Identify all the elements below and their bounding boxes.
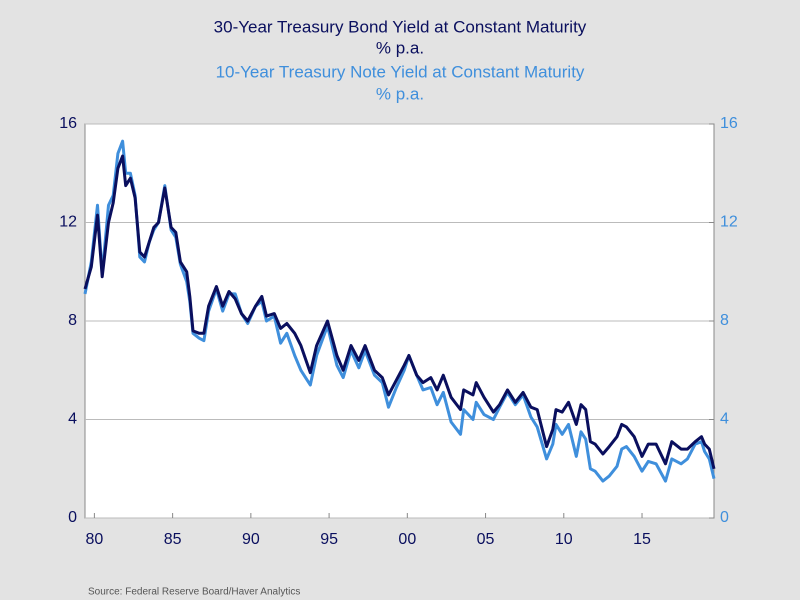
- y2-tick-label: 4: [720, 411, 729, 428]
- series-unit: % p.a.: [376, 84, 424, 103]
- x-tick-label: 85: [164, 531, 182, 548]
- y2-tick-label: 0: [720, 509, 729, 526]
- x-tick-label: 90: [242, 531, 260, 548]
- series-line: [83, 154, 716, 470]
- series-title: 30-Year Treasury Bond Yield at Constant …: [214, 17, 587, 36]
- y-tick-label: 8: [68, 312, 77, 329]
- series-unit: % p.a.: [376, 38, 424, 57]
- x-tick-label: 10: [555, 531, 573, 548]
- x-tick-label: 00: [398, 531, 416, 548]
- y2-tick-label: 12: [720, 214, 738, 231]
- y2-tick-label: 16: [720, 115, 738, 132]
- x-tick-label: 05: [477, 531, 495, 548]
- x-tick-label: 95: [320, 531, 338, 548]
- y-tick-label: 4: [68, 411, 77, 428]
- y-tick-label: 12: [59, 214, 77, 231]
- x-tick-label: 80: [85, 531, 103, 548]
- x-tick-label: 15: [633, 531, 651, 548]
- y-tick-label: 16: [59, 115, 77, 132]
- y2-tick-label: 8: [720, 312, 729, 329]
- series-title: 10-Year Treasury Note Yield at Constant …: [216, 62, 585, 81]
- source: Source: Federal Reserve Board/Haver Anal…: [88, 587, 300, 598]
- y-tick-label: 0: [68, 509, 77, 526]
